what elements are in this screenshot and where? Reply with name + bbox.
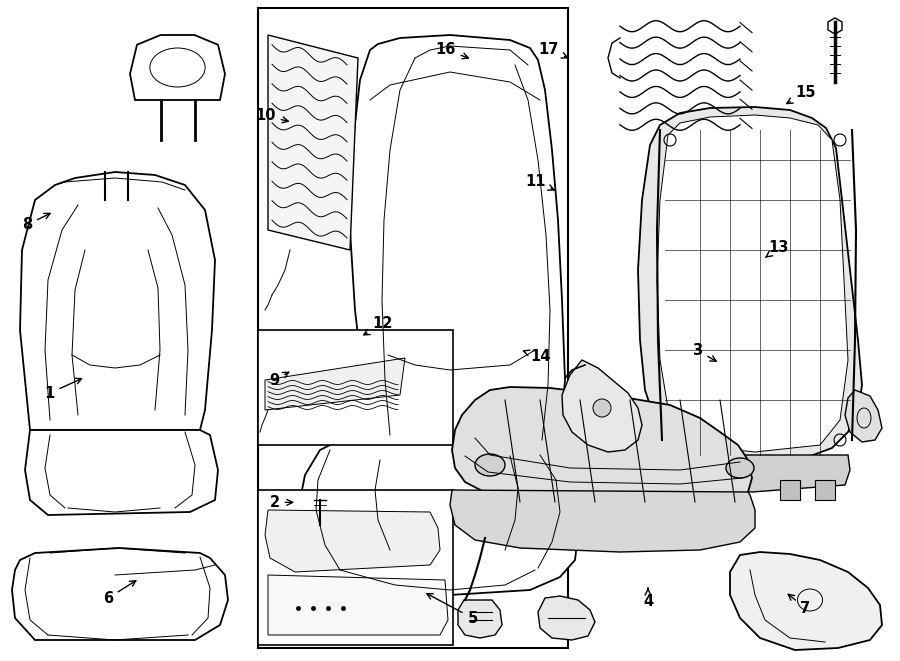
Bar <box>258 330 453 445</box>
Text: 4: 4 <box>643 588 653 609</box>
Text: 16: 16 <box>436 42 468 59</box>
Text: 11: 11 <box>526 175 554 190</box>
Polygon shape <box>458 600 502 638</box>
Polygon shape <box>300 437 578 595</box>
Polygon shape <box>268 575 448 635</box>
Text: 7: 7 <box>788 594 811 615</box>
Polygon shape <box>20 172 215 430</box>
Text: 6: 6 <box>103 580 136 605</box>
Polygon shape <box>450 490 755 552</box>
Text: 10: 10 <box>256 108 288 123</box>
Bar <box>258 8 568 648</box>
Text: 5: 5 <box>427 594 478 625</box>
Polygon shape <box>350 35 565 445</box>
Polygon shape <box>828 18 842 34</box>
Text: 12: 12 <box>364 317 392 335</box>
Polygon shape <box>265 358 405 410</box>
Polygon shape <box>678 480 698 500</box>
Text: 2: 2 <box>269 495 292 510</box>
Ellipse shape <box>593 399 611 417</box>
Polygon shape <box>12 548 228 640</box>
Polygon shape <box>845 390 882 442</box>
Text: 1: 1 <box>44 378 82 401</box>
Text: 13: 13 <box>766 241 788 257</box>
Ellipse shape <box>475 454 505 476</box>
Polygon shape <box>730 552 882 650</box>
Polygon shape <box>130 35 225 100</box>
Polygon shape <box>562 360 642 452</box>
Ellipse shape <box>726 458 754 478</box>
Polygon shape <box>268 35 358 250</box>
Bar <box>258 490 453 645</box>
Polygon shape <box>265 510 440 572</box>
Polygon shape <box>780 480 800 500</box>
Polygon shape <box>638 107 862 462</box>
Polygon shape <box>657 115 848 452</box>
Text: 15: 15 <box>787 85 815 104</box>
Polygon shape <box>25 430 218 515</box>
Polygon shape <box>452 387 752 508</box>
Polygon shape <box>815 480 835 500</box>
Polygon shape <box>710 480 730 500</box>
Polygon shape <box>662 455 850 492</box>
Text: 17: 17 <box>539 42 568 58</box>
Text: 3: 3 <box>692 343 716 362</box>
Polygon shape <box>538 596 595 640</box>
Text: 8: 8 <box>22 214 50 232</box>
Text: 14: 14 <box>524 350 550 364</box>
Text: 9: 9 <box>269 372 289 387</box>
